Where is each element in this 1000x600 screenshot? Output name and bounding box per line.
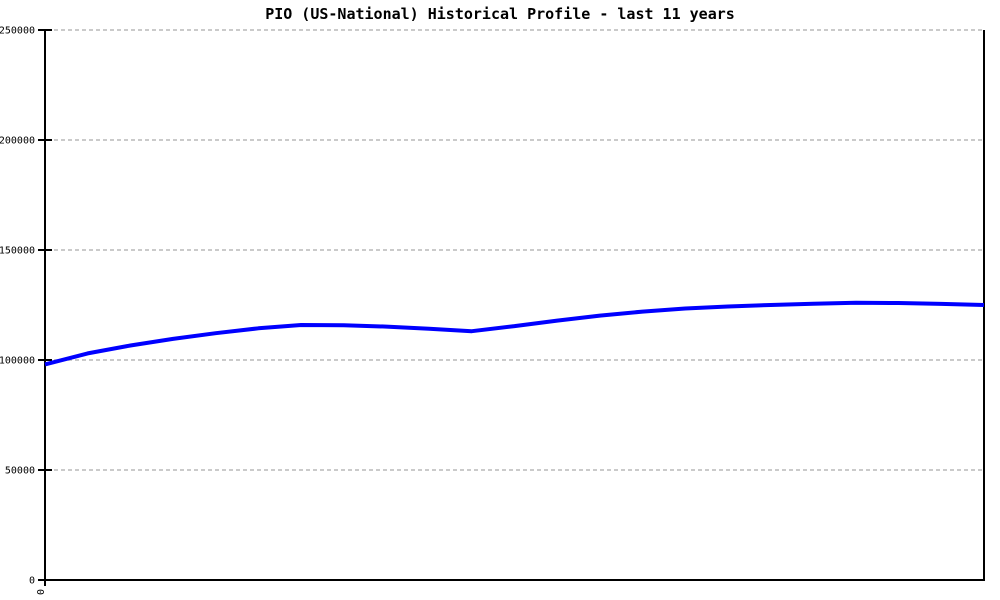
- y-axis-label: 250000: [0, 26, 35, 37]
- y-axis-label: 100000: [0, 356, 35, 367]
- y-axis-label: 0: [29, 576, 35, 587]
- y-axis-label: 200000: [0, 136, 35, 147]
- x-tick-label: 0: [36, 589, 47, 595]
- profile-line: [44, 300, 985, 367]
- y-axis-label: 150000: [0, 246, 35, 257]
- y-axis-label: 50000: [5, 466, 35, 477]
- chart-title: PIO (US-National) Historical Profile - l…: [265, 5, 735, 23]
